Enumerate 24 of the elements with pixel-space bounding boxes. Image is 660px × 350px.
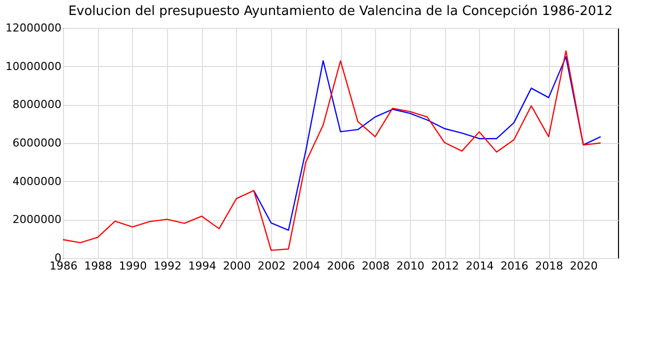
x-tick-label: 2002	[258, 260, 286, 272]
line-series	[62, 50, 602, 251]
x-tick-label: 2004	[292, 260, 320, 272]
x-tick-label: 2016	[500, 260, 528, 272]
x-tick-label: 1992	[154, 260, 182, 272]
x-tick-label: 2014	[466, 260, 494, 272]
x-tick-label: 2018	[535, 260, 564, 272]
y-tick-label: 10000000	[6, 60, 62, 73]
x-tick-label: 1990	[118, 260, 147, 272]
line-series	[253, 56, 602, 231]
x-tick-label: 2012	[431, 260, 460, 272]
y-tick-label: 4000000	[12, 174, 62, 188]
x-tick-label: 2020	[570, 260, 598, 272]
x-tick-label: 1988	[84, 260, 112, 272]
y-tick-label: 6000000	[12, 136, 62, 150]
chart-title: Evolucion del presupuesto Ayuntamiento de Valencina de la Concepción 1986-2012	[68, 4, 613, 19]
x-tick-label: 1994	[188, 260, 216, 272]
y-tick-label: 8000000	[12, 98, 62, 112]
y-tick-label: 12000000	[6, 22, 62, 34]
x-tick-label: 2010	[396, 260, 424, 272]
x-tick-label: 2006	[327, 260, 355, 272]
x-tick-label: 2000	[222, 260, 251, 272]
x-tick-label: 2008	[362, 260, 390, 272]
y-tick-label: 2000000	[12, 213, 62, 226]
